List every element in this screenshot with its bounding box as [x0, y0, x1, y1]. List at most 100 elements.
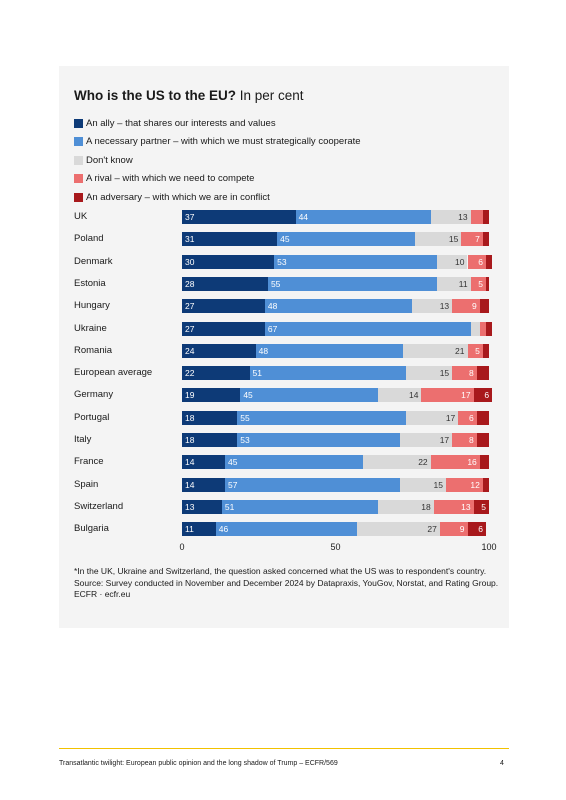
- legend-swatch: [74, 155, 83, 165]
- data-label: 9: [459, 524, 465, 535]
- category-label: Italy: [74, 434, 92, 445]
- data-label: 16: [467, 457, 477, 468]
- category-label: Hungary: [74, 300, 110, 312]
- legend-swatch: [74, 174, 83, 184]
- footnote: *In the UK, Ukraine and Switzerland, the…: [74, 566, 487, 576]
- bar-segment: [255, 343, 404, 358]
- bar-segment: [446, 477, 483, 492]
- data-label: 30: [185, 256, 195, 267]
- category-label: Bulgaria: [74, 523, 109, 535]
- chart-title-bold: Who is the US to the EU?: [74, 88, 236, 103]
- bar-segment: [482, 477, 489, 492]
- data-label: 37: [185, 212, 195, 222]
- data-label: 5: [475, 345, 480, 356]
- data-label: 12: [470, 479, 480, 490]
- bar-segment: [378, 499, 434, 514]
- category-label: Denmark: [74, 255, 113, 267]
- bar-row: 19 45 14 17 6: [182, 388, 493, 403]
- data-label: 17: [439, 435, 450, 445]
- bar-row: 18 55 17 6: [182, 410, 489, 425]
- data-label: 31: [185, 234, 195, 245]
- bar-segment: [470, 321, 480, 336]
- bar-segment: [421, 388, 474, 403]
- bar-segment: [406, 410, 459, 425]
- data-label: 6: [478, 256, 483, 267]
- data-label: 45: [243, 390, 253, 401]
- bar-segment: [458, 410, 477, 425]
- data-label: 44: [298, 212, 309, 222]
- bar-segment: [237, 410, 407, 425]
- data-label: 55: [240, 412, 250, 423]
- bar-segment: [182, 410, 238, 425]
- category-label: Switzerland: [74, 500, 124, 512]
- data-label: 46: [218, 524, 229, 535]
- data-label: 18: [421, 501, 431, 512]
- data-label: 13: [458, 212, 468, 222]
- bar-row: 14 45 22 16: [182, 455, 489, 470]
- data-label: 13: [439, 301, 450, 312]
- bar-segment: [482, 343, 489, 358]
- bar-row: 27 48 13 9: [182, 299, 489, 314]
- bar-segment: [470, 210, 483, 224]
- bar-segment: [264, 321, 471, 336]
- bar-segment: [249, 366, 407, 381]
- bar-segment: [430, 455, 480, 470]
- page-number: 4: [500, 760, 504, 767]
- x-tick-label: 100: [481, 542, 497, 552]
- data-label: 45: [280, 234, 290, 245]
- bar-row: 37 44 13: [182, 210, 489, 224]
- data-label: 8: [468, 435, 474, 445]
- data-label: 27: [185, 301, 195, 312]
- bar-row: 30 53 10 6: [182, 254, 493, 269]
- bar-segment: [182, 366, 250, 381]
- bar-segment: [452, 299, 480, 314]
- bar-segment: [485, 321, 493, 336]
- data-label: 11: [458, 278, 468, 289]
- bar-segment: [224, 477, 400, 492]
- bar-segment: [403, 343, 468, 358]
- bar-segment: [467, 343, 483, 358]
- bar-segment: [264, 299, 413, 314]
- category-label: Poland: [74, 233, 104, 245]
- bar-segment: [467, 522, 486, 537]
- bar-row: 28 55 11 5: [182, 276, 489, 291]
- data-label: 14: [185, 457, 195, 468]
- data-label: 14: [408, 390, 419, 401]
- bar-segment: [467, 254, 486, 269]
- chart-title: Who is the US to the EU? In per cent: [74, 88, 304, 103]
- legend-swatch: [74, 137, 83, 147]
- legend-item: A necessary partner – with which we must…: [74, 133, 361, 152]
- data-label: 17: [445, 412, 456, 423]
- data-label: 5: [481, 501, 486, 512]
- legend-label: A necessary partner – with which we must…: [86, 136, 361, 148]
- bar-segment: [267, 276, 437, 291]
- data-label: 7: [475, 234, 480, 245]
- bar-row: 22 51 15 8: [182, 366, 489, 381]
- data-label: 9: [472, 301, 477, 312]
- bar-segment: [182, 232, 278, 247]
- bar-segment: [476, 410, 489, 425]
- bar-segment: [476, 433, 489, 447]
- data-label: 24: [185, 345, 195, 356]
- bar-segment: [415, 232, 462, 247]
- data-label: 53: [240, 435, 250, 445]
- data-label: 48: [258, 345, 269, 356]
- bar-row: 14 57 15 12: [182, 477, 489, 492]
- data-label: 6: [468, 412, 474, 423]
- x-tick-label: 0: [179, 542, 185, 552]
- chart-notes: *In the UK, Ukraine and Switzerland, the…: [74, 566, 499, 601]
- bar-segment: [479, 455, 489, 470]
- data-label: 5: [478, 278, 483, 289]
- bar-segment: [378, 388, 422, 403]
- bar-segment: [182, 343, 256, 358]
- bar-segment: [182, 321, 265, 336]
- legend-item: An ally – that shares our interests and …: [74, 114, 361, 133]
- data-label: 17: [461, 390, 471, 401]
- data-label: 13: [461, 501, 471, 512]
- chart-title-sub: In per cent: [236, 88, 304, 103]
- category-label: Romania: [74, 344, 113, 356]
- legend-label: Don't know: [86, 154, 133, 166]
- category-label: Portugal: [74, 411, 110, 423]
- data-label: 67: [267, 323, 278, 334]
- footer-text: Transatlantic twilight: European public …: [59, 760, 338, 767]
